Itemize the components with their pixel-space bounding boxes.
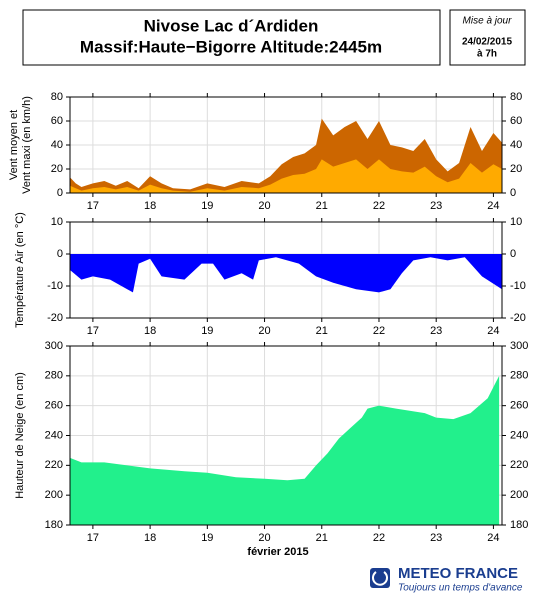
y-axis-label: Vent maxi (en km/h) bbox=[21, 96, 33, 194]
x-tick-label: 19 bbox=[201, 532, 213, 544]
y-tick-label: 20 bbox=[51, 163, 63, 175]
x-tick-label: 20 bbox=[258, 325, 270, 337]
y-tick-label: 0 bbox=[510, 187, 516, 199]
y-tick-label: 180 bbox=[45, 519, 63, 531]
x-tick-label: 17 bbox=[87, 325, 99, 337]
update-box bbox=[449, 9, 526, 66]
y-tick-label: 0 bbox=[57, 248, 63, 260]
logo-name: METEO FRANCE bbox=[398, 565, 518, 582]
update-label: Mise à jour bbox=[463, 16, 513, 27]
area bbox=[70, 254, 502, 293]
plot-frame bbox=[69, 221, 503, 319]
y-tick-label: 20 bbox=[510, 163, 522, 175]
y-tick-label: -20 bbox=[510, 312, 526, 324]
y-tick-label: 80 bbox=[51, 91, 63, 103]
y-tick-label: 180 bbox=[510, 519, 528, 531]
y-tick-label: 40 bbox=[510, 139, 522, 151]
logo-tagline: Toujours un temps d'avance bbox=[398, 583, 523, 594]
title: Massif:Haute−Bigorre Altitude:2445m bbox=[80, 37, 382, 56]
x-tick-label: 18 bbox=[144, 200, 156, 212]
title: Nivose Lac d´Ardiden bbox=[144, 16, 319, 35]
update-date: 24/02/2015 bbox=[462, 37, 512, 48]
y-tick-label: 260 bbox=[510, 400, 528, 412]
x-tick-label: 20 bbox=[258, 200, 270, 212]
x-tick-label: 23 bbox=[430, 325, 442, 337]
y-tick-label: 240 bbox=[510, 429, 528, 441]
y-tick-label: 220 bbox=[510, 459, 528, 471]
y-tick-label: 280 bbox=[510, 370, 528, 382]
x-tick-label: 19 bbox=[201, 325, 213, 337]
x-tick-label: 19 bbox=[201, 200, 213, 212]
y-tick-label: 300 bbox=[45, 340, 63, 352]
y-tick-label: 220 bbox=[45, 459, 63, 471]
y-tick-label: 10 bbox=[51, 216, 63, 228]
x-tick-label: 22 bbox=[373, 200, 385, 212]
y-tick-label: 200 bbox=[510, 489, 528, 501]
logo-icon bbox=[372, 571, 388, 586]
x-tick-label: 22 bbox=[373, 325, 385, 337]
x-axis-label: février 2015 bbox=[247, 546, 308, 558]
y-tick-label: 0 bbox=[510, 248, 516, 260]
x-tick-label: 18 bbox=[144, 325, 156, 337]
y-tick-label: -10 bbox=[510, 280, 526, 292]
y-tick-label: 60 bbox=[51, 115, 63, 127]
y-tick-label: 280 bbox=[45, 370, 63, 382]
y-tick-label: 80 bbox=[510, 91, 522, 103]
x-tick-label: 24 bbox=[487, 200, 499, 212]
x-tick-label: 24 bbox=[487, 532, 499, 544]
y-tick-label: 60 bbox=[510, 115, 522, 127]
update-time: à 7h bbox=[477, 49, 497, 60]
x-tick-label: 23 bbox=[430, 532, 442, 544]
x-tick-label: 21 bbox=[316, 532, 328, 544]
area bbox=[70, 159, 502, 193]
x-tick-label: 17 bbox=[87, 532, 99, 544]
x-tick-label: 18 bbox=[144, 532, 156, 544]
area bbox=[70, 375, 500, 525]
x-tick-label: 23 bbox=[430, 200, 442, 212]
y-tick-label: 260 bbox=[45, 400, 63, 412]
x-tick-label: 22 bbox=[373, 532, 385, 544]
y-tick-label: 240 bbox=[45, 429, 63, 441]
y-axis-label: Température Air (en °C) bbox=[14, 212, 26, 328]
y-tick-label: 200 bbox=[45, 489, 63, 501]
x-tick-label: 24 bbox=[487, 325, 499, 337]
y-axis-label: Vent moyen et bbox=[8, 110, 20, 180]
y-axis-label: Hauteur de Neige (en cm) bbox=[14, 372, 26, 499]
y-tick-label: 300 bbox=[510, 340, 528, 352]
y-tick-label: -10 bbox=[47, 280, 63, 292]
y-tick-label: 10 bbox=[510, 216, 522, 228]
title-box bbox=[22, 9, 441, 66]
y-tick-label: -20 bbox=[47, 312, 63, 324]
x-tick-label: 17 bbox=[87, 200, 99, 212]
x-tick-label: 21 bbox=[316, 325, 328, 337]
y-tick-label: 0 bbox=[57, 187, 63, 199]
x-tick-label: 20 bbox=[258, 532, 270, 544]
x-tick-label: 21 bbox=[316, 200, 328, 212]
y-tick-label: 40 bbox=[51, 139, 63, 151]
